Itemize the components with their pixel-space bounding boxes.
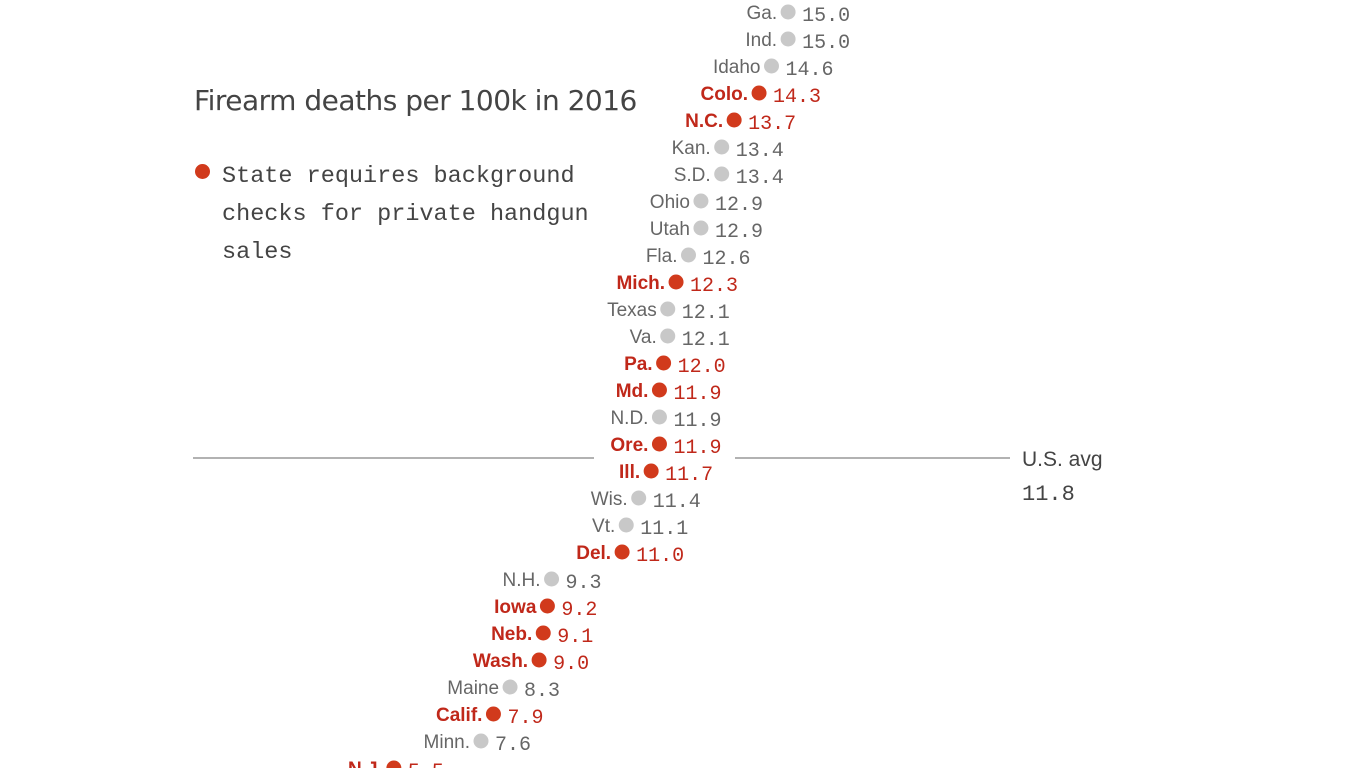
data-point xyxy=(535,625,551,641)
data-point xyxy=(473,733,489,749)
value-label: 13.4 xyxy=(736,167,784,190)
state-label: Ore. xyxy=(610,435,648,456)
state-label: Calif. xyxy=(436,705,482,726)
data-point xyxy=(668,274,684,290)
legend-label: State requires background checks for pri… xyxy=(222,163,589,266)
state-label: Pa. xyxy=(624,354,653,375)
state-label: N.C. xyxy=(685,111,723,132)
data-point xyxy=(651,436,667,452)
value-label: 13.4 xyxy=(736,140,784,163)
data-point xyxy=(660,328,676,344)
value-label: 7.9 xyxy=(507,707,543,730)
value-label: 12.9 xyxy=(715,194,763,217)
value-label: 12.0 xyxy=(678,356,726,379)
value-label: 12.6 xyxy=(703,248,751,271)
state-label: Ill. xyxy=(619,462,640,483)
value-label: 9.0 xyxy=(553,653,589,676)
data-point xyxy=(544,571,560,587)
data-point xyxy=(485,706,501,722)
value-label: 14.6 xyxy=(786,59,834,82)
value-label: 12.3 xyxy=(690,275,738,298)
state-label: Vt. xyxy=(592,516,615,537)
value-label: 7.6 xyxy=(495,734,531,757)
avg-label: U.S. avg xyxy=(1022,448,1103,471)
avg-value: 11.8 xyxy=(1022,482,1075,507)
data-point xyxy=(726,112,742,128)
state-label: Texas xyxy=(607,300,657,321)
value-label: 14.3 xyxy=(773,86,821,109)
value-label: 8.3 xyxy=(524,680,560,703)
data-point xyxy=(660,301,676,317)
data-point xyxy=(643,463,659,479)
state-label: Maine xyxy=(447,678,499,699)
state-label: Va. xyxy=(630,327,657,348)
state-label: Wash. xyxy=(473,651,528,672)
data-point xyxy=(618,517,634,533)
data-point xyxy=(751,85,767,101)
data-point xyxy=(780,4,796,20)
state-label: Ind. xyxy=(745,30,777,51)
chart-title: Firearm deaths per 100k in 2016 xyxy=(194,84,637,117)
data-point xyxy=(651,409,667,425)
state-label: Kan. xyxy=(672,138,711,159)
state-label: Utah xyxy=(650,219,690,240)
state-label: Mich. xyxy=(616,273,665,294)
state-label: Minn. xyxy=(424,732,470,753)
data-point xyxy=(656,355,672,371)
value-label: 11.1 xyxy=(640,518,688,541)
state-label: Del. xyxy=(576,543,611,564)
value-label: 11.9 xyxy=(673,437,721,460)
state-label: Ga. xyxy=(746,3,777,24)
value-label: 11.9 xyxy=(673,383,721,406)
value-label: 12.9 xyxy=(715,221,763,244)
state-label: Neb. xyxy=(491,624,532,645)
state-label: Idaho xyxy=(713,57,761,78)
data-point xyxy=(539,598,555,614)
legend-dot-icon xyxy=(195,164,210,179)
state-label: Ohio xyxy=(650,192,690,213)
data-point xyxy=(780,31,796,47)
state-label: Wis. xyxy=(591,489,628,510)
data-point xyxy=(764,58,779,74)
data-point xyxy=(693,220,709,236)
value-label: 12.1 xyxy=(682,302,730,325)
state-label: N.D. xyxy=(610,408,648,429)
value-label: 11.0 xyxy=(636,545,684,568)
state-label: N.H. xyxy=(503,570,541,591)
data-point xyxy=(681,247,696,263)
value-label: 15.0 xyxy=(802,32,850,55)
value-label: 11.4 xyxy=(653,491,701,514)
value-label: 5.5 xyxy=(408,761,444,768)
state-label: N.J. xyxy=(348,759,383,768)
data-point xyxy=(614,544,630,560)
value-label: 13.7 xyxy=(748,113,796,136)
data-point xyxy=(531,652,547,668)
state-label: Fla. xyxy=(646,246,678,267)
value-label: 12.1 xyxy=(682,329,730,352)
data-point xyxy=(714,139,730,155)
value-label: 11.9 xyxy=(673,410,721,433)
state-label: Iowa xyxy=(494,597,537,618)
data-point xyxy=(693,193,709,209)
value-label: 15.0 xyxy=(802,5,850,28)
state-label: Md. xyxy=(616,381,649,402)
value-label: 9.1 xyxy=(557,626,593,649)
value-label: 9.3 xyxy=(566,572,602,595)
data-point xyxy=(386,760,402,768)
value-label: 9.2 xyxy=(561,599,597,622)
state-label: Colo. xyxy=(701,84,749,105)
data-point xyxy=(714,166,730,182)
state-label: S.D. xyxy=(674,165,711,186)
data-point xyxy=(502,679,518,695)
data-point xyxy=(631,490,647,506)
value-label: 11.7 xyxy=(665,464,713,487)
data-point xyxy=(651,382,667,398)
